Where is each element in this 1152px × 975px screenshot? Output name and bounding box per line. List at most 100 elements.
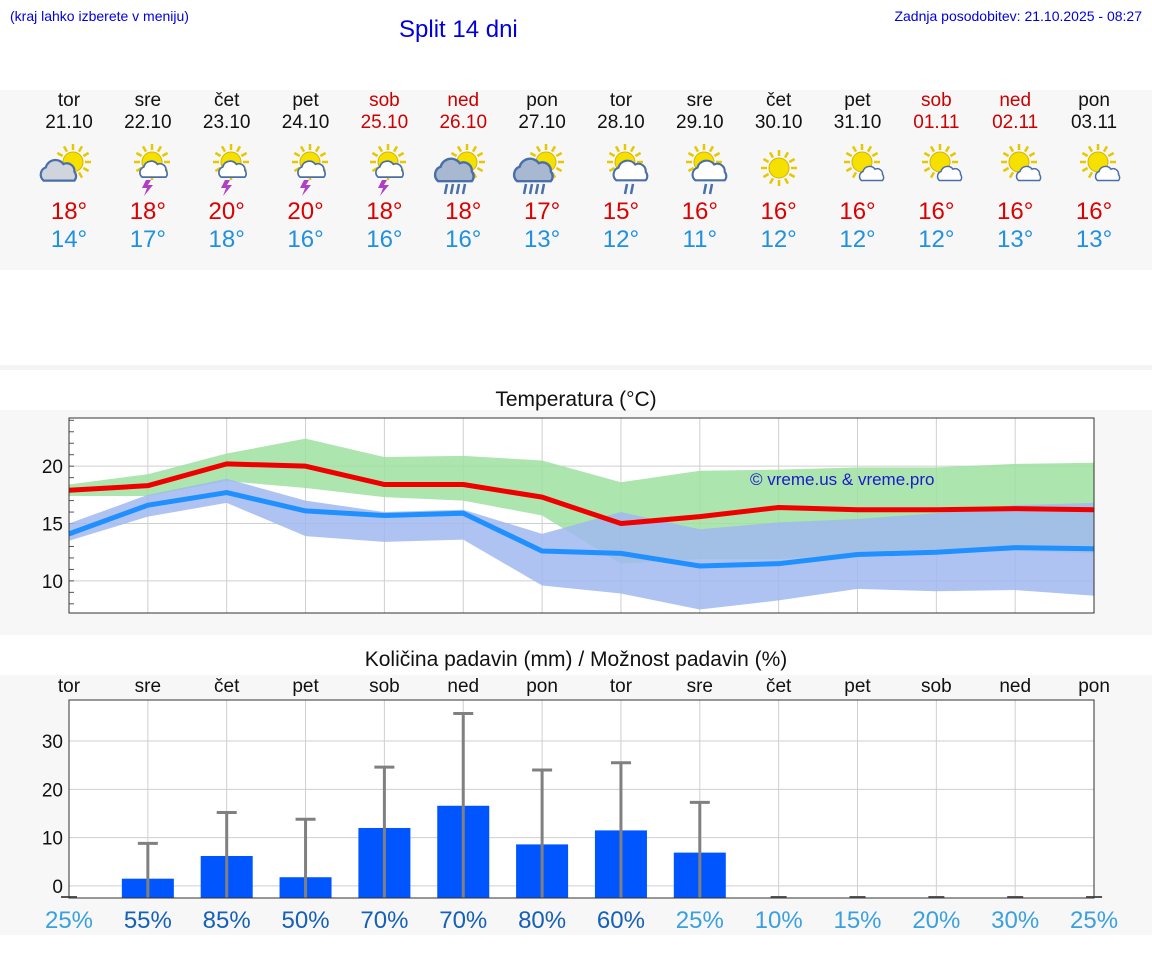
temp-plot-frame [68, 417, 1095, 614]
precip-day-label: čet [766, 676, 792, 697]
sun-small-cloud-icon [897, 138, 976, 202]
separator-band [0, 365, 1152, 370]
day-name: čet [214, 90, 240, 111]
precip-ytick-label: 30 [42, 732, 63, 753]
precip-probability: 25% [45, 907, 93, 934]
page-title: Split 14 dni [399, 16, 518, 43]
sun-thunder-icon [187, 138, 266, 202]
day-name: tor [57, 90, 81, 111]
partly-cloudy-icon [30, 138, 109, 202]
day-name: sob [369, 90, 400, 111]
day-date: 31.10 [833, 112, 882, 133]
precip-ytick-label: 0 [52, 877, 63, 898]
day-column: sre 29.10 16° 11° [660, 90, 739, 254]
day-date: 27.10 [518, 112, 566, 133]
max-temp: 16° [681, 198, 718, 225]
precip-probability: 10% [755, 907, 803, 934]
min-temp: 12° [760, 226, 797, 253]
city-menu-hint: (kraj lahko izberete v meniju) [10, 8, 189, 24]
sun-small-cloud-icon [818, 138, 897, 202]
day-column: tor 21.10 18° 14° [30, 90, 109, 254]
precip-probability: 80% [518, 907, 566, 934]
day-name: čet [765, 90, 792, 111]
day-date: 22.10 [124, 112, 172, 133]
precip-probability: 30% [991, 907, 1039, 934]
temp-ytick-label: 20 [42, 457, 63, 478]
day-date: 01.11 [913, 112, 960, 133]
min-temp: 16° [287, 226, 324, 253]
precip-day-label: sob [921, 676, 952, 697]
precip-day-label: pon [1078, 676, 1110, 697]
max-temp: 20° [287, 198, 324, 225]
precip-day-label: sre [135, 676, 161, 697]
precip-day-label: ned [447, 676, 479, 697]
max-temp: 18° [129, 198, 166, 225]
min-temp: 14° [50, 226, 88, 253]
temp-ytick-label: 15 [42, 515, 63, 536]
day-column: čet 23.10 20° 18° [187, 90, 266, 254]
precip-probability: 20% [912, 907, 960, 934]
precip-probability: 60% [597, 907, 645, 934]
precip-day-label: tor [58, 676, 81, 697]
max-temp: 16° [760, 198, 797, 225]
min-temp-line [68, 490, 1095, 569]
precip-probability: 55% [124, 907, 172, 934]
max-temp: 16° [1075, 198, 1113, 225]
min-temp: 11° [682, 226, 718, 253]
day-name: pet [292, 90, 319, 111]
daily-forecast-row: tor 21.10 18° 14° sre 22.10 18° 17° čet 23.10 20° 1… [0, 90, 1152, 270]
sun-rain-icon [424, 138, 503, 202]
day-name: sre [686, 90, 713, 111]
max-temp-line [68, 461, 1095, 527]
day-name: tor [609, 90, 633, 111]
day-column: ned 26.10 18° 16° [424, 90, 503, 254]
precip-day-label: čet [214, 676, 240, 697]
last-update-text: Zadnja posodobitev: 21.10.2025 - 08:27 [894, 8, 1142, 24]
day-column: pet 31.10 16° 12° [818, 90, 897, 254]
precip-day-label: pet [844, 676, 871, 697]
day-name: pet [844, 90, 871, 111]
day-date: 03.11 [1070, 112, 1118, 133]
min-temp: 16° [445, 226, 482, 253]
day-column: sob 25.10 18° 16° [345, 90, 424, 254]
precipitation-chart: tor sre čet pet sob ned pon tor sre čet pet sob ned p… [42, 676, 1118, 934]
sun-icon [739, 138, 818, 202]
day-name: sob [921, 90, 952, 111]
day-column: sob 01.11 16° 12° [897, 90, 976, 254]
min-temp: 12° [918, 226, 955, 253]
precip-plot-frame [68, 699, 1095, 899]
day-name: sre [134, 90, 162, 111]
day-name: pon [1078, 90, 1110, 111]
max-temp: 15° [602, 198, 640, 225]
day-column: tor 28.10 15° 12° [581, 90, 660, 254]
precip-chart-title: Količina padavin (mm) / Možnost padavin … [364, 648, 788, 671]
sun-rain-icon [503, 138, 582, 202]
precip-probability: 25% [676, 907, 724, 934]
precip-probability: 25% [1070, 907, 1118, 934]
max-temp: 16° [839, 198, 876, 225]
sun-small-cloud-icon [976, 138, 1055, 202]
precip-day-label: pet [292, 676, 319, 697]
precip-day-label: pon [526, 676, 558, 697]
sun-thunder-icon [108, 138, 187, 202]
precip-day-label: sob [369, 676, 400, 697]
precip-probability: 70% [439, 907, 487, 934]
sun-showers-icon [660, 138, 739, 202]
day-column: čet 30.10 16° 12° [739, 90, 818, 254]
max-temp: 16° [997, 198, 1034, 225]
min-temp: 13° [523, 226, 561, 253]
day-date: 30.10 [754, 112, 803, 133]
max-temp: 18° [50, 198, 88, 225]
min-temp: 12° [839, 226, 876, 253]
temp-chart-title: Temperatura (°C) [495, 388, 657, 411]
precip-ytick-label: 20 [42, 780, 63, 801]
max-temp: 20° [208, 198, 245, 225]
min-temp: 17° [129, 226, 166, 253]
day-date: 23.10 [202, 112, 251, 133]
precip-probability: 15% [833, 907, 881, 934]
day-date: 24.10 [281, 112, 330, 133]
day-column: pon 27.10 17° 13° [503, 90, 582, 254]
min-temp: 13° [997, 226, 1034, 253]
precip-probability: 85% [203, 907, 251, 934]
day-date: 28.10 [597, 112, 645, 133]
